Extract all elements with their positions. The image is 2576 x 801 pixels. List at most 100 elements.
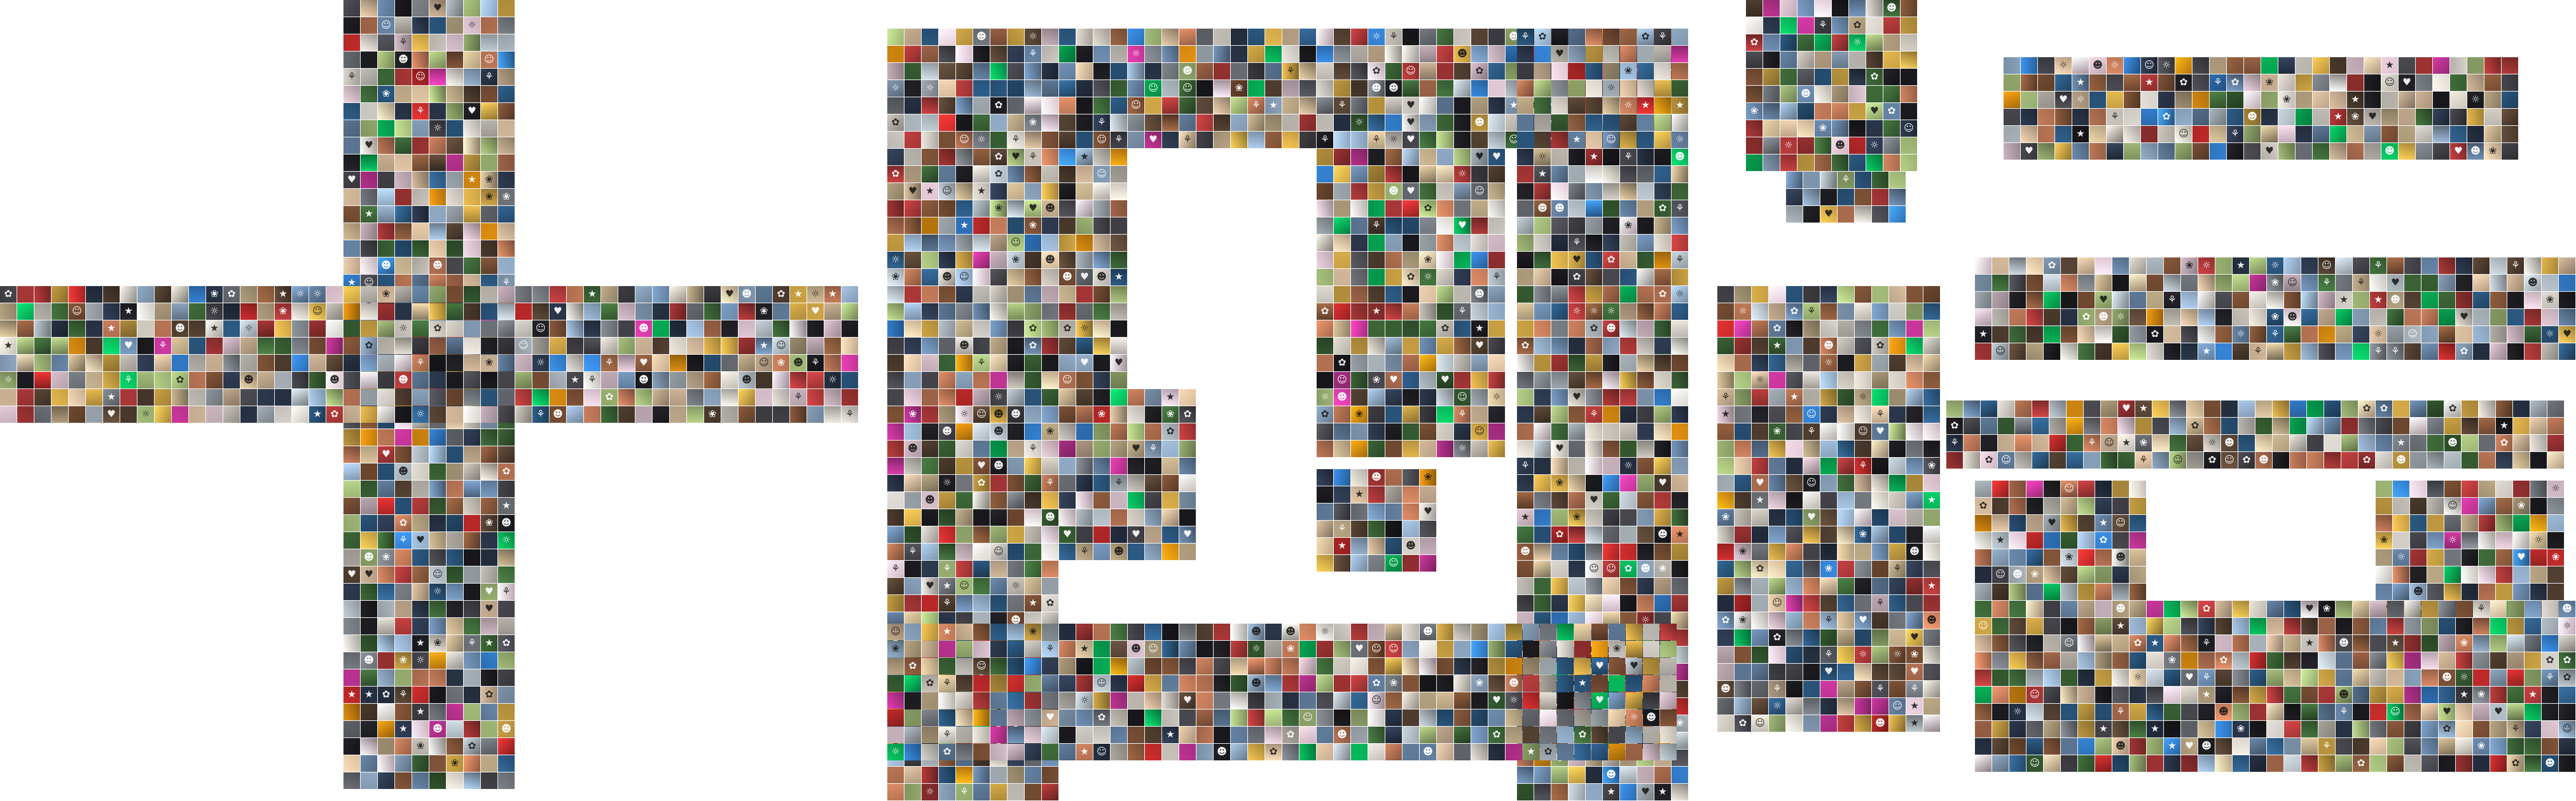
photo-thumbnail [2336, 721, 2352, 737]
heart-glyph-icon: ♥ [1755, 477, 1765, 489]
photo-thumbnail [2049, 400, 2066, 417]
photo-thumbnail [1838, 595, 1854, 612]
photo-thumbnail: ✿ [1717, 612, 1734, 629]
photo-thumbnail: ❀ [2267, 309, 2283, 326]
photo-thumbnail [412, 0, 429, 17]
photo-thumbnail [1717, 526, 1734, 543]
photo-thumbnail: ⚘ [2164, 292, 2180, 308]
photo-thumbnail: ♥ [2181, 669, 2198, 686]
photo-thumbnail [2250, 257, 2266, 274]
photo-thumbnail [2318, 343, 2335, 360]
flower-photo-icon: ❀ [2477, 740, 2486, 752]
photo-thumbnail [1855, 372, 1871, 388]
photo-thumbnail [2078, 635, 2095, 652]
photo-thumbnail [2284, 292, 2301, 308]
sun-glyph-icon: ☼ [1755, 374, 1765, 386]
photo-thumbnail [1855, 492, 1871, 509]
photo-thumbnail [2129, 618, 2146, 635]
photo-thumbnail [378, 34, 394, 51]
photo-thumbnail [1872, 172, 1888, 188]
portrait-photo-icon: ☻ [2115, 603, 2126, 614]
photo-thumbnail [1923, 715, 1940, 732]
photo-thumbnail [2129, 704, 2146, 720]
photo-thumbnail [1866, 120, 1883, 137]
photo-thumbnail [2061, 566, 2077, 583]
flower-photo-icon: ⚘ [2230, 128, 2240, 140]
photo-thumbnail [1820, 286, 1837, 303]
photo-thumbnail [2227, 143, 2243, 160]
photo-thumbnail [2095, 652, 2112, 669]
photo-thumbnail [1923, 303, 1940, 320]
photo-thumbnail [1906, 286, 1923, 303]
photo-thumbnail [1872, 355, 1888, 371]
photo-thumbnail [2353, 635, 2369, 652]
photo-thumbnail: ★ [2347, 92, 2364, 108]
photo-thumbnail [2198, 618, 2215, 635]
photo-thumbnail [343, 120, 360, 137]
photo-thumbnail [361, 69, 377, 85]
photo-thumbnail: ♥ [1906, 664, 1923, 680]
photo-thumbnail [2147, 687, 2163, 703]
photo-thumbnail: ☺ [2444, 498, 2461, 514]
photo-thumbnail [2290, 452, 2306, 469]
photo-thumbnail [2112, 635, 2129, 652]
photo-thumbnail: ☺ [2175, 126, 2192, 142]
photo-thumbnail [2347, 74, 2364, 91]
photo-thumbnail: ☺ [2061, 481, 2077, 497]
photo-thumbnail [412, 34, 429, 51]
photo-thumbnail [2112, 292, 2129, 308]
photo-thumbnail [2112, 687, 2129, 703]
photo-thumbnail [1786, 544, 1803, 560]
flower-photo-icon: ❀ [1721, 511, 1730, 523]
photo-thumbnail [2318, 755, 2335, 772]
photo-thumbnail: ❀ [2261, 74, 2278, 91]
photo-thumbnail: ❀ [1717, 509, 1734, 526]
photo-thumbnail [2164, 326, 2180, 343]
photo-thumbnail [1923, 664, 1940, 680]
photo-thumbnail [1849, 86, 1866, 102]
photo-thumbnail [2181, 601, 2198, 617]
photo-thumbnail [1820, 681, 1837, 697]
photo-thumbnail [2416, 126, 2432, 142]
photo-thumbnail [2387, 601, 2404, 617]
photo-thumbnail [2009, 481, 2026, 497]
photo-thumbnail [2456, 721, 2472, 737]
photo-thumbnail [1786, 492, 1803, 509]
photo-thumbnail [2158, 74, 2175, 91]
photo-thumbnail [2055, 143, 2072, 160]
photo-thumbnail [2336, 257, 2352, 274]
photo-thumbnail: ✿ [2456, 343, 2472, 360]
photo-thumbnail: ⚘ [1946, 435, 1963, 451]
photo-thumbnail [2370, 275, 2387, 291]
photo-thumbnail [2404, 601, 2421, 617]
heart-glyph-icon: ♥ [2453, 145, 2463, 157]
photo-thumbnail [2273, 435, 2289, 451]
photo-thumbnail [447, 34, 463, 51]
photo-thumbnail [2479, 532, 2495, 549]
photo-thumbnail [2490, 755, 2507, 772]
photo-thumbnail [2296, 109, 2312, 125]
photo-thumbnail [1769, 526, 1785, 543]
star-glyph-icon: ★ [1978, 328, 1988, 340]
flower-photo-icon: ✿ [2362, 454, 2371, 466]
photo-thumbnail [2095, 635, 2112, 652]
photo-thumbnail [412, 86, 429, 102]
photo-thumbnail [1752, 647, 1768, 663]
sun-glyph-icon: ☼ [2013, 706, 2022, 717]
photo-thumbnail [447, 51, 463, 68]
photo-thumbnail [2112, 498, 2129, 514]
photo-thumbnail [1855, 509, 1871, 526]
photo-thumbnail [1838, 681, 1854, 697]
photo-thumbnail [1838, 544, 1854, 560]
photo-thumbnail [1735, 698, 1751, 715]
flower-photo-icon: ⚘ [1818, 19, 1828, 31]
photo-thumbnail [2009, 309, 2026, 326]
photo-thumbnail [2530, 435, 2547, 451]
photo-thumbnail [2376, 481, 2392, 497]
photo-thumbnail [1889, 664, 1906, 680]
photo-thumbnail: ★ [1923, 578, 1940, 594]
photo-thumbnail [2095, 498, 2112, 514]
flower-photo-icon: ⚘ [347, 71, 357, 82]
photo-thumbnail [1975, 566, 1992, 583]
flower-photo-icon: ✿ [2563, 655, 2571, 666]
